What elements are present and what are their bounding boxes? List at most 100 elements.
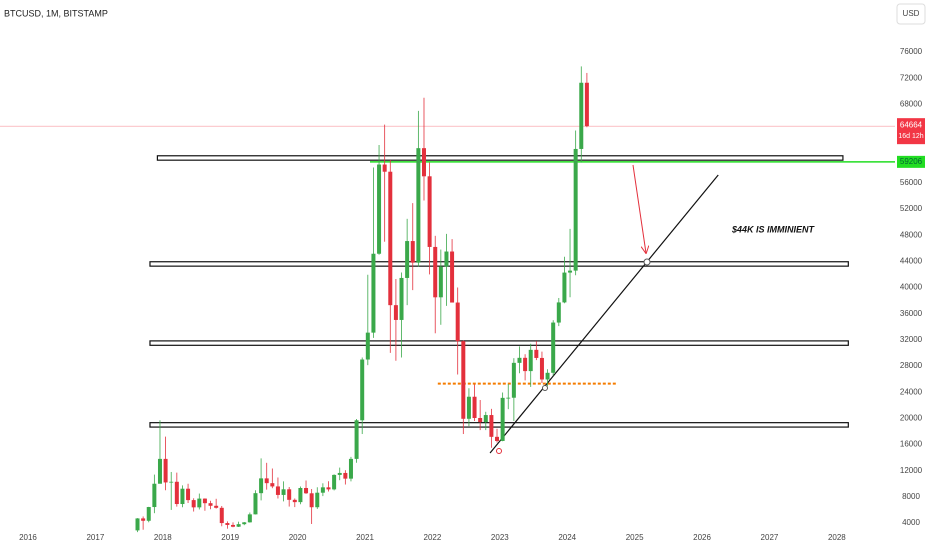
candle-body <box>427 176 432 247</box>
candle-body <box>174 481 179 505</box>
last-price-label: 64664 <box>900 120 923 129</box>
candle-body <box>332 474 337 490</box>
trendline <box>489 174 719 454</box>
x-tick-label: 2017 <box>86 533 104 542</box>
y-tick-label: 68000 <box>900 99 923 108</box>
candle-body <box>388 171 393 306</box>
candle-body <box>186 488 191 501</box>
candle-body <box>208 503 213 506</box>
x-tick-label: 2016 <box>19 533 37 542</box>
candle-body <box>461 341 466 419</box>
x-tick-label: 2028 <box>828 533 846 542</box>
candle-body <box>556 302 561 323</box>
candle-body <box>506 397 511 399</box>
candle-body <box>231 524 236 527</box>
last-price-box <box>897 118 925 145</box>
y-tick-label: 4000 <box>902 518 920 527</box>
candle-body <box>253 493 258 515</box>
candle-body <box>517 357 522 363</box>
candle-body <box>152 483 157 508</box>
level-box <box>897 155 925 168</box>
x-tick-label: 2019 <box>221 533 239 542</box>
candle-body <box>562 272 567 303</box>
level-zone <box>149 261 849 267</box>
currency[interactable]: USD <box>903 9 920 18</box>
candle-body <box>438 266 443 298</box>
x-tick-label: 2024 <box>558 533 576 542</box>
candle-body <box>360 359 365 421</box>
arrow <box>632 164 646 253</box>
y-tick-label: 36000 <box>900 309 923 318</box>
candle-body <box>478 418 483 423</box>
candle-body <box>455 302 460 342</box>
candle-body <box>405 241 410 278</box>
currency-button[interactable] <box>896 3 926 25</box>
candle-body <box>343 472 348 479</box>
y-tick-label: 8000 <box>902 492 920 501</box>
candle-body <box>135 518 140 531</box>
candle-body <box>466 396 471 419</box>
candle-body <box>169 481 174 483</box>
x-tick-label: 2020 <box>289 533 307 542</box>
candle-body <box>450 251 455 303</box>
candle-body <box>579 82 584 149</box>
plot-area <box>0 66 895 533</box>
candle-body <box>236 524 241 527</box>
candle-body <box>219 507 224 524</box>
candle-body <box>141 518 146 521</box>
y-tick-label: 44000 <box>900 256 923 265</box>
candle-body <box>315 492 320 508</box>
candle-body <box>551 322 556 373</box>
candle-body <box>399 277 404 320</box>
candle-body <box>197 498 202 508</box>
candle-body <box>275 486 280 495</box>
candle-body <box>365 332 370 360</box>
candle-body <box>371 253 376 333</box>
y-tick-label: 40000 <box>900 283 923 292</box>
candle-body <box>568 270 573 273</box>
touch-point <box>542 385 548 391</box>
candle-body <box>298 487 303 503</box>
candle-body <box>382 164 387 172</box>
level-zone <box>156 155 844 161</box>
x-tick-label: 2026 <box>693 533 711 542</box>
x-tick-label: 2022 <box>424 533 442 542</box>
y-tick-label: 52000 <box>900 204 923 213</box>
y-tick-label: 24000 <box>900 387 923 396</box>
x-tick-label: 2018 <box>154 533 172 542</box>
candle-body <box>416 148 421 263</box>
level-zone <box>149 422 849 428</box>
candle-body <box>511 362 516 398</box>
x-tick-label: 2021 <box>356 533 374 542</box>
y-tick-label: 12000 <box>900 466 923 475</box>
candle-body <box>348 458 353 479</box>
candle-body <box>309 493 314 508</box>
candle-body <box>444 251 449 267</box>
candle-body <box>146 507 151 521</box>
y-tick-label: 56000 <box>900 178 923 187</box>
y-tick-label: 48000 <box>900 230 923 239</box>
candle-body <box>393 305 398 320</box>
touch-point <box>643 258 651 266</box>
y-tick-label: 72000 <box>900 73 923 82</box>
candle-body <box>337 472 342 475</box>
candle-body <box>433 246 438 298</box>
candle-body <box>500 397 505 441</box>
candle-body <box>259 478 264 494</box>
candle-body <box>573 148 578 271</box>
candle-body <box>202 498 207 504</box>
candle-body <box>264 478 269 484</box>
candle-body <box>287 489 292 500</box>
x-tick-label: 2025 <box>626 533 644 542</box>
touch-point <box>496 448 502 454</box>
candle-body <box>163 458 168 483</box>
candle-body <box>377 164 382 254</box>
y-tick-label: 20000 <box>900 413 923 422</box>
candle-body <box>523 357 528 372</box>
y-tick-label: 76000 <box>900 47 923 56</box>
countdown: 16d 12h <box>898 133 923 140</box>
x-tick-label: 2023 <box>491 533 509 542</box>
candle-body <box>180 488 185 505</box>
candle-body <box>157 458 162 484</box>
